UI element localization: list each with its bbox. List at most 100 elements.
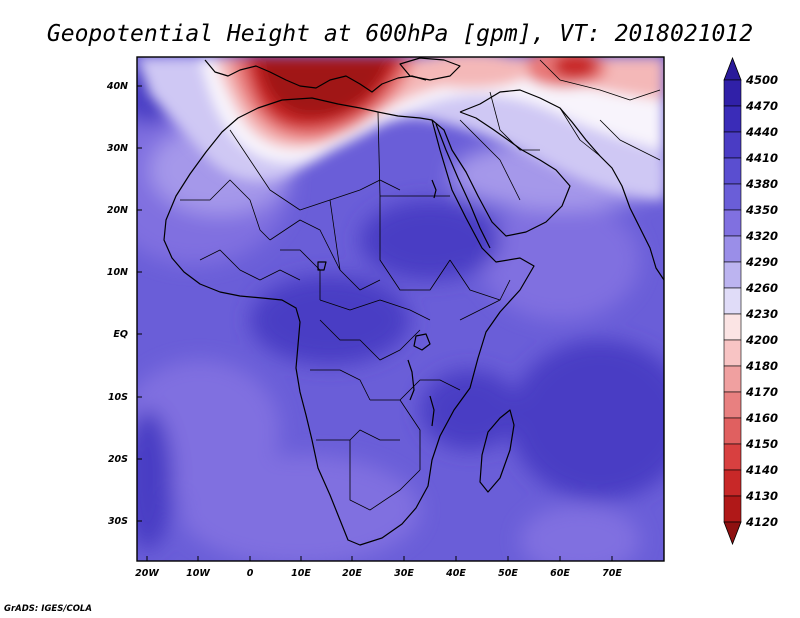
colorbar-level-label: 4500 <box>745 73 778 87</box>
lat-tick-label-30s: 30S <box>108 516 128 527</box>
colorbar-cell <box>723 313 742 341</box>
border-congo <box>319 319 421 361</box>
colorbar-cell <box>723 469 742 497</box>
colorbar-level-label: 4260 <box>745 281 778 295</box>
latitude-axis: 40N 30N 20N 10N EQ 10S 20S 30S <box>106 81 142 527</box>
border-central-africa <box>319 299 431 321</box>
colorbar-cell <box>723 287 742 315</box>
light-region-southeast <box>520 505 640 561</box>
colorbar-level-label: 4130 <box>745 489 778 503</box>
lon-tick-label-70e: 70E <box>602 568 622 579</box>
colorbar-cell <box>723 391 742 419</box>
lat-tick-label-40n: 40N <box>106 81 128 92</box>
colorbar-level-label: 4140 <box>745 463 778 477</box>
lat-tick-label-10n: 10N <box>107 267 128 278</box>
colorbar-level-label: 4170 <box>745 385 778 399</box>
lon-tick-label-50e: 50E <box>498 568 518 579</box>
colorbar-cell <box>723 235 742 263</box>
colorbar-level-label: 4200 <box>745 333 778 347</box>
border-saudi <box>459 119 521 201</box>
field-ridge-shading <box>137 57 664 200</box>
lon-tick-label-40e: 40E <box>445 568 466 579</box>
colorbar-cell <box>723 79 742 107</box>
colorbar: 4500 4470 4440 4410 4380 4350 4320 4290 4260 4230… <box>723 56 778 546</box>
colorbar-level-label: 4350 <box>745 203 778 217</box>
lat-tick-label-20n: 20N <box>107 205 128 216</box>
deep-region-southwest <box>137 410 173 550</box>
colorbar-bottom-arrow <box>723 521 742 546</box>
lake-chad <box>317 261 327 271</box>
lon-tick-label-30e: 30E <box>394 568 414 579</box>
deep-region-congo <box>250 275 410 365</box>
arabia-coastline <box>431 111 571 237</box>
red-blob-persia <box>553 57 597 78</box>
deep-region-sahel <box>360 200 500 280</box>
colorbar-level-label: 4180 <box>745 359 778 373</box>
colorbar-level-label: 4440 <box>745 125 778 139</box>
colorbar-cell <box>723 131 742 159</box>
colorbar-cell <box>723 495 742 523</box>
lon-tick-label-10w: 10W <box>186 568 210 579</box>
lon-tick-label-60e: 60E <box>550 568 570 579</box>
border-chad <box>329 199 381 291</box>
colorbar-cell <box>723 365 742 393</box>
colorbar-cell <box>723 209 742 237</box>
lake-victoria <box>413 333 431 351</box>
lat-tick-label-20s: 20S <box>108 454 128 465</box>
border-india <box>599 119 661 161</box>
colorbar-cell <box>723 157 742 185</box>
border-nigeria <box>280 249 321 300</box>
black-sea-coast <box>399 57 461 81</box>
colorbar-level-label: 4320 <box>745 229 778 243</box>
lakes <box>317 179 437 427</box>
colorbar-cell <box>723 443 742 471</box>
lat-tick-label-10s: 10S <box>108 392 128 403</box>
border-mali-niger <box>269 219 341 271</box>
plot-frame <box>136 56 665 562</box>
border-mozambique <box>399 399 421 470</box>
light-region-east <box>480 200 640 320</box>
lon-tick-label-20e: 20E <box>342 568 362 579</box>
border-sahara-north <box>229 129 401 211</box>
colorbar-level-label: 4410 <box>745 151 778 165</box>
lon-tick-label-0: 0 <box>247 568 254 579</box>
light-region-south-central <box>180 455 420 561</box>
border-central-asia <box>539 59 661 101</box>
lake-malawi <box>429 395 435 427</box>
border-south-africa <box>349 440 421 511</box>
lat-tick-label-30n: 30N <box>107 143 128 154</box>
red-sea-coast <box>435 123 491 249</box>
border-kenya-somalia <box>459 299 501 321</box>
colorbar-level-label: 4160 <box>745 411 778 425</box>
colorbar-level-label: 4470 <box>745 99 778 113</box>
lake-tanganyika <box>407 359 415 401</box>
border-west-coast-states <box>199 249 301 281</box>
border-mauritania <box>180 179 271 241</box>
colorbar-cell <box>723 339 742 367</box>
border-zambia-tanzania <box>370 379 461 401</box>
border-libya-egypt <box>377 111 381 197</box>
colorbar-level-label: 4290 <box>745 255 778 269</box>
dark-red-core <box>260 60 390 117</box>
deep-region-mozambique <box>420 370 520 450</box>
border-sudan <box>379 196 451 291</box>
lon-tick-label-10e: 10E <box>291 568 311 579</box>
asia-coastline <box>459 89 664 281</box>
colorbar-level-label: 4380 <box>745 177 778 191</box>
country-borders <box>180 59 661 511</box>
madagascar-coastline <box>479 409 515 493</box>
colorbar-level-label: 4230 <box>745 307 778 321</box>
plot-area <box>137 57 664 561</box>
border-angola <box>310 369 371 401</box>
longitude-axis: 20W 10W 0 10E 20E 30E 40E 50E 60E 70E <box>135 556 622 579</box>
colorbar-cell <box>723 105 742 133</box>
border-iran-pakistan <box>559 107 601 157</box>
colorbar-cell <box>723 417 742 445</box>
grads-credit: GrADS: IGES/COLA <box>4 604 92 614</box>
colorbar-top-arrow <box>723 56 742 81</box>
pink-blob-caspian <box>410 57 530 88</box>
figure-title: Geopotential Height at 600hPa [gpm], VT:… <box>47 21 753 47</box>
colorbar-cell <box>723 183 742 211</box>
border-namibia-botswana <box>316 429 400 441</box>
